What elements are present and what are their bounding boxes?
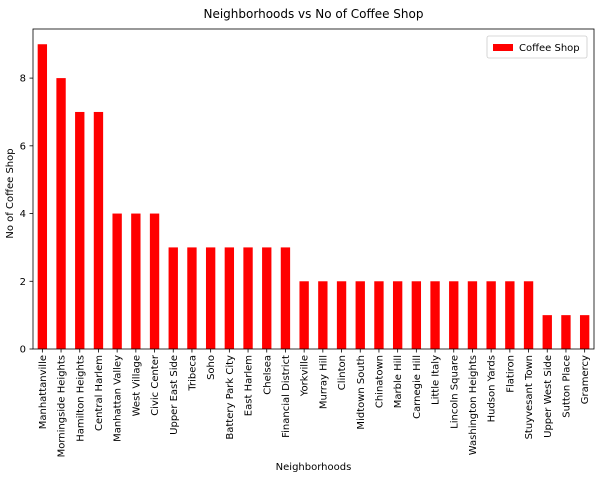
x-tick-label: Financial District: [281, 355, 292, 438]
y-tick-label: 4: [20, 209, 26, 220]
bar: [168, 247, 178, 349]
bar: [392, 281, 403, 349]
y-tick-label: 6: [20, 141, 26, 152]
bar: [243, 247, 253, 349]
x-tick-label: Clinton: [337, 355, 348, 390]
y-tick-label: 8: [20, 74, 26, 85]
x-tick-label: Manhattanville: [38, 355, 49, 429]
x-tick-label: Morningside Heights: [57, 355, 68, 457]
bar: [505, 281, 515, 349]
x-tick-label: Midtown South: [356, 355, 367, 430]
y-tick-label: 0: [20, 345, 26, 356]
bar: [37, 44, 48, 350]
bar: [336, 281, 347, 349]
x-tick-label: East Harlem: [244, 355, 255, 416]
x-tick-label: Hamilton Heights: [75, 355, 86, 442]
x-axis-label: Neighborhoods: [276, 462, 352, 473]
x-tick-label: Marble Hill: [393, 355, 404, 408]
legend-label: Coffee Shop: [519, 43, 580, 54]
x-tick-label: Hudson Yards: [487, 355, 498, 422]
x-tick-label: Stuyvesant Town: [524, 355, 535, 439]
bar: [93, 111, 104, 350]
x-tick-label: Flatiron: [505, 355, 516, 393]
bar: [355, 281, 365, 349]
x-tick-label: Sutton Place: [561, 355, 572, 418]
x-tick-label: Washington Heights: [468, 355, 479, 455]
bar: [411, 281, 422, 349]
bar: [449, 281, 459, 349]
bar: [56, 78, 66, 349]
x-tick-label: Soho: [206, 355, 217, 380]
x-tick-label: Tribeca: [187, 355, 198, 392]
y-axis-label: No of Coffee Shop: [5, 148, 16, 238]
x-tick-label: Civic Center: [150, 354, 161, 416]
x-tick-label: Little Italy: [431, 355, 442, 405]
x-tick-label: Central Harlem: [94, 355, 105, 431]
bar: [579, 315, 590, 349]
x-tick-label: Manhattan Valley: [113, 355, 124, 442]
bar: [561, 315, 571, 349]
bar: [112, 213, 122, 349]
x-tick-label: Chinatown: [374, 355, 385, 408]
x-tick-label: West Village: [131, 355, 142, 416]
chart-title: Neighborhoods vs No of Coffee Shop: [203, 7, 423, 21]
bar: [467, 281, 478, 349]
bar: [542, 315, 552, 349]
bar: [187, 247, 197, 349]
x-tick-label: Chelsea: [262, 355, 273, 395]
bar: [430, 281, 440, 349]
bar: [280, 247, 291, 349]
bar: [318, 281, 328, 349]
bar: [224, 247, 235, 349]
bar: [523, 281, 534, 349]
bar: [262, 247, 272, 349]
axes-frame: [32, 28, 595, 350]
bar: [205, 247, 216, 349]
x-tick-label: Battery Park City: [225, 355, 236, 440]
bar: [486, 281, 496, 349]
plot-area: Manhattanville Morningside Heights Hamilto…: [20, 28, 595, 457]
bar: [131, 213, 141, 349]
x-tick-label: Lincoln Square: [449, 355, 460, 429]
x-tick-label: Carnegie Hill: [412, 355, 423, 419]
x-tick-label: Murray Hill: [318, 355, 329, 409]
bar: [75, 111, 85, 350]
x-tick-label: Upper West Side: [543, 355, 554, 438]
legend-swatch: [493, 44, 513, 51]
x-tick-label: Gramercy: [580, 355, 591, 404]
x-tick-label: Yorkville: [300, 355, 311, 397]
y-tick-label: 2: [20, 277, 26, 288]
legend: [486, 35, 588, 59]
bar: [299, 281, 309, 349]
x-tick-label: Upper East Side: [169, 355, 180, 435]
bar: [149, 213, 160, 349]
bar: [374, 281, 384, 349]
